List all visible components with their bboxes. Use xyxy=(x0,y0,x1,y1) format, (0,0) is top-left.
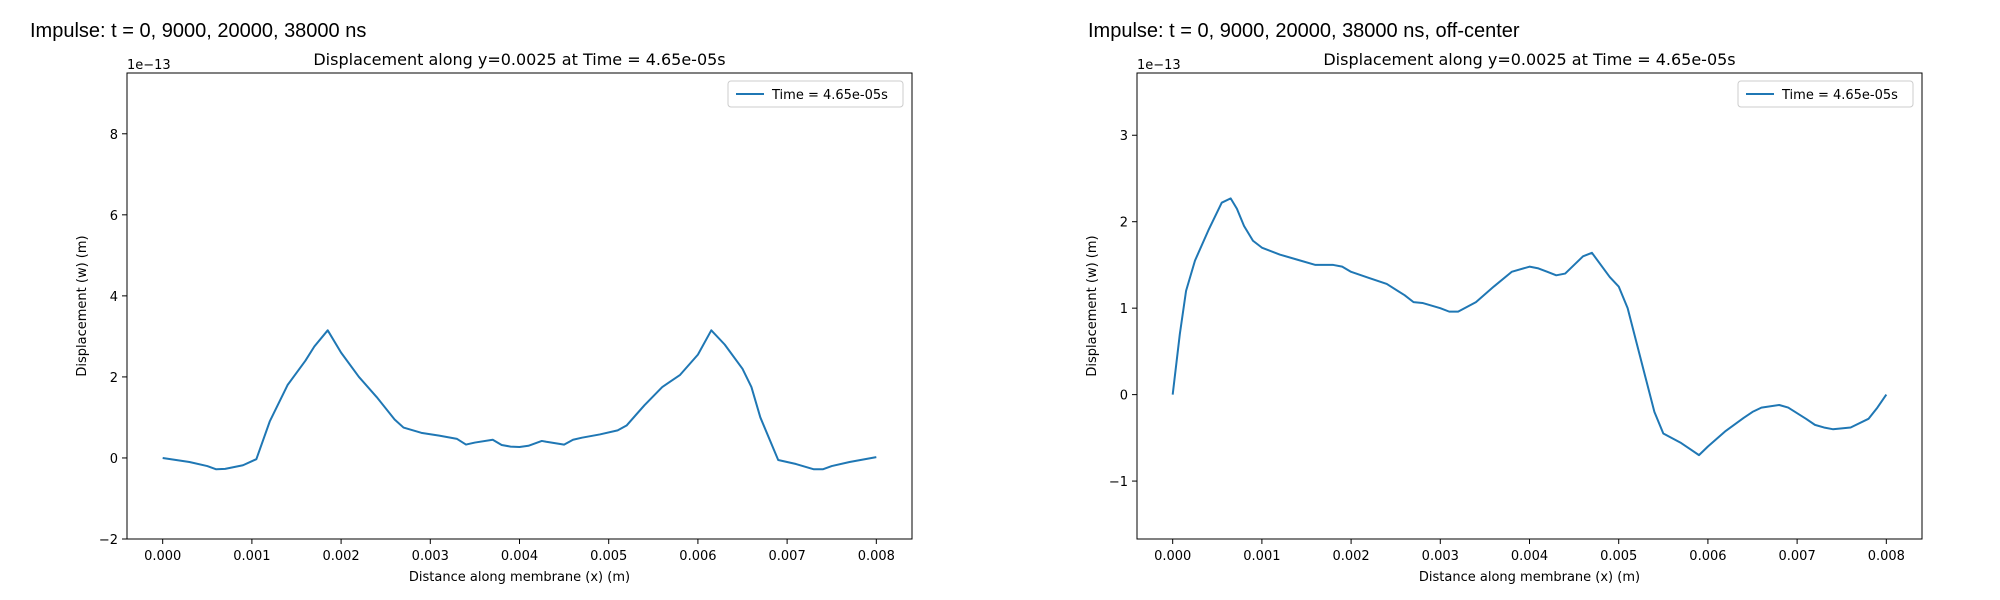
left-legend-box xyxy=(727,80,904,108)
left-y-tick-label: 0 xyxy=(110,452,118,467)
right-plot-frame xyxy=(1136,72,1923,540)
right-y-tick-label: −1 xyxy=(1109,475,1128,490)
right-x-tick-label: 0.002 xyxy=(1332,549,1369,564)
right-legend-label: Time = 4.65e-05s xyxy=(1781,88,1898,103)
left-x-tick-label: 0.008 xyxy=(858,549,895,564)
left-x-tick-label: 0.003 xyxy=(412,549,449,564)
left-suptitle: Impulse: t = 0, 9000, 20000, 38000 ns xyxy=(30,20,367,42)
right-legend: Time = 4.65e-05s xyxy=(1737,80,1914,108)
right-y-tick-label: 2 xyxy=(1120,216,1128,231)
left-y-tick-label: 4 xyxy=(110,290,118,305)
right-x-tick-label: 0.005 xyxy=(1600,549,1637,564)
right-y-axis-label: Displacement (w) (m) xyxy=(1085,235,1100,376)
left-x-tick-label: 0.001 xyxy=(233,549,270,564)
left-legend-label: Time = 4.65e-05s xyxy=(771,88,888,103)
right-x-tick-label: 0.008 xyxy=(1868,549,1905,564)
left-chart: 0.000 0.001 0.002 0.003 0.004 0.005 0.006 0.007… xyxy=(75,50,913,585)
left-x-axis-label: Distance along membrane (x) (m) xyxy=(409,570,630,585)
right-x-tick-label: 0.000 xyxy=(1154,549,1191,564)
right-y-tick-label: 1 xyxy=(1120,302,1128,317)
right-chart: 0.000 0.001 0.002 0.003 0.004 0.005 0.006 0.007… xyxy=(1085,50,1923,585)
right-x-tick-label: 0.001 xyxy=(1243,549,1280,564)
right-x-tick-label: 0.007 xyxy=(1779,549,1816,564)
left-x-tick-label: 0.004 xyxy=(501,549,538,564)
left-x-tick-label: 0.006 xyxy=(679,549,716,564)
right-x-tick-label: 0.004 xyxy=(1511,549,1548,564)
left-legend: Time = 4.65e-05s xyxy=(727,80,904,108)
left-y-offset-text: 1e−13 xyxy=(127,58,171,73)
left-y-tick-label: 8 xyxy=(110,128,118,143)
right-x-tick-label: 0.006 xyxy=(1689,549,1726,564)
right-x-axis-label: Distance along membrane (x) (m) xyxy=(1419,570,1640,585)
right-y-tick-label: 0 xyxy=(1120,389,1128,404)
left-y-tick-label: −2 xyxy=(99,533,118,548)
left-chart-title: Displacement along y=0.0025 at Time = 4.… xyxy=(313,50,725,69)
right-legend-box xyxy=(1737,80,1914,108)
left-x-tick-label: 0.002 xyxy=(322,549,359,564)
left-plot-frame xyxy=(126,72,913,540)
right-y-tick-label: 3 xyxy=(1120,129,1128,144)
left-x-tick-label: 0.005 xyxy=(590,549,627,564)
right-y-offset-text: 1e−13 xyxy=(1137,58,1181,73)
right-series-line xyxy=(1171,197,1888,457)
right-x-tick-label: 0.003 xyxy=(1422,549,1459,564)
left-series-line xyxy=(162,329,877,471)
right-suptitle: Impulse: t = 0, 9000, 20000, 38000 ns, o… xyxy=(1088,20,1520,42)
left-y-tick-label: 6 xyxy=(110,209,118,224)
left-y-axis-label: Displacement (w) (m) xyxy=(75,235,90,376)
left-x-tick-label: 0.000 xyxy=(144,549,181,564)
left-y-tick-label: 2 xyxy=(110,371,118,386)
right-chart-title: Displacement along y=0.0025 at Time = 4.… xyxy=(1323,50,1735,69)
left-x-tick-label: 0.007 xyxy=(769,549,806,564)
